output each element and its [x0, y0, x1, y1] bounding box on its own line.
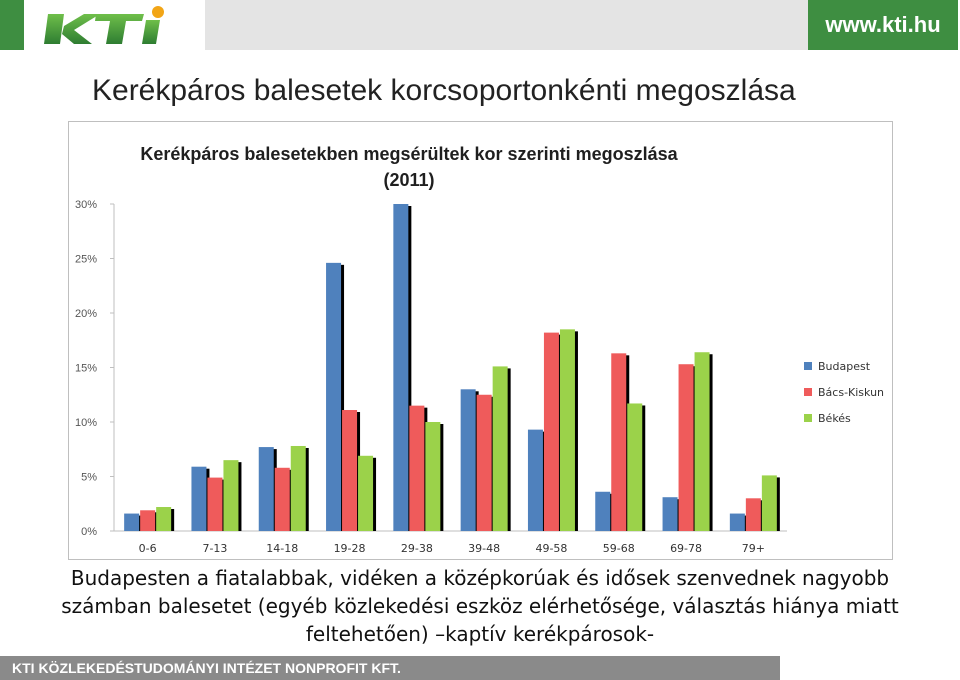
x-tick-label: 14-18 — [266, 542, 298, 555]
website-url: www.kti.hu — [808, 0, 958, 50]
bar-budapest — [124, 513, 140, 531]
y-tick-label: 10% — [75, 417, 97, 429]
bar-b-cs-kiskun — [611, 353, 627, 531]
bar-budapest — [662, 497, 678, 531]
bar-budapest — [595, 491, 611, 531]
footer-right-blank — [780, 656, 960, 680]
caption-line-1: Budapesten a fiatalabbak, vidéken a közé… — [70, 566, 890, 590]
footer-institute-name: KTI KÖZLEKEDÉSTUDOMÁNYI INTÉZET NONPROFI… — [12, 660, 401, 676]
x-tick-label: 19-28 — [334, 542, 366, 555]
y-axis: 0% 5% 10% 15% 20% 25% 30% — [75, 199, 115, 538]
x-tick-label: 29-38 — [401, 542, 433, 555]
bar-budapest — [527, 429, 543, 531]
x-tick-label: 59-68 — [603, 542, 635, 555]
bar-b-k-s — [223, 460, 239, 531]
bar-b-k-s — [290, 445, 306, 531]
banner-gray-gap — [780, 0, 808, 50]
y-tick-label: 15% — [75, 363, 97, 375]
chart-title-line-1: Kerékpáros balesetekben megsérültek kor … — [140, 144, 678, 164]
x-tick-label: 69-78 — [670, 542, 702, 555]
bar-b-cs-kiskun — [476, 394, 492, 531]
bar-b-k-s — [627, 403, 643, 531]
caption-line-2: számban balesetet (egyéb közlekedési esz… — [61, 594, 899, 618]
bar-chart: Kerékpáros balesetekben megsérültek kor … — [75, 144, 884, 555]
y-tick-label: 5% — [81, 472, 97, 484]
bar-budapest — [393, 204, 409, 531]
bar-budapest — [460, 389, 476, 531]
x-tick-label: 7-13 — [202, 542, 227, 555]
bar-b-cs-kiskun — [342, 410, 358, 531]
banner-gray-band — [205, 0, 780, 50]
bar-b-cs-kiskun — [543, 332, 559, 531]
bar-series — [124, 204, 780, 531]
legend-swatch — [804, 414, 812, 422]
bar-b-k-s — [559, 329, 575, 531]
x-tick-label: 0-6 — [139, 542, 157, 555]
y-tick-label: 0% — [81, 526, 97, 538]
legend-label: Békés — [818, 412, 851, 425]
chart-title-line-2: (2011) — [383, 170, 434, 190]
bar-budapest — [258, 447, 274, 531]
bar-b-cs-kiskun — [274, 467, 290, 531]
x-tick-label: 79+ — [742, 542, 765, 555]
kti-logo — [44, 6, 164, 44]
bar-budapest — [729, 513, 745, 531]
y-tick-label: 20% — [75, 308, 97, 320]
x-tick-label: 49-58 — [535, 542, 567, 555]
bar-b-k-s — [358, 455, 374, 531]
bar-budapest — [326, 262, 342, 531]
chart-title: Kerékpáros balesetekben megsérültek kor … — [140, 144, 678, 190]
legend: Budapest Bács-Kiskun Békés — [804, 360, 884, 425]
legend-label: Budapest — [818, 360, 871, 373]
slide-caption: Budapesten a fiatalabbak, vidéken a közé… — [20, 564, 940, 648]
bar-b-cs-kiskun — [678, 364, 694, 531]
bar-b-k-s — [156, 507, 172, 531]
y-tick-label: 30% — [75, 199, 97, 211]
caption-line-3: feltehetően) –kaptív kerékpárosok- — [305, 622, 655, 646]
bar-budapest — [191, 466, 207, 531]
y-tick-label: 25% — [75, 254, 97, 266]
bar-b-k-s — [425, 422, 441, 531]
legend-swatch — [804, 362, 812, 370]
legend-swatch — [804, 388, 812, 396]
top-banner: www.kti.hu — [0, 0, 960, 50]
bar-b-cs-kiskun — [207, 477, 223, 531]
footer-bar: KTI KÖZLEKEDÉSTUDOMÁNYI INTÉZET NONPROFI… — [0, 656, 780, 680]
slide-title: Kerékpáros balesetek korcsoportonkénti m… — [92, 74, 796, 107]
chart-frame: Kerékpáros balesetekben megsérültek kor … — [68, 121, 893, 560]
bar-b-k-s — [761, 475, 777, 531]
x-tick-label: 39-48 — [468, 542, 500, 555]
bar-b-k-s — [492, 366, 508, 531]
banner-green-strip — [0, 0, 24, 50]
bar-b-cs-kiskun — [745, 498, 761, 531]
legend-label: Bács-Kiskun — [818, 386, 884, 399]
x-axis: 0-6 7-13 14-18 19-28 29-38 39-48 49-58 59-68 69-… — [114, 530, 787, 555]
bar-b-cs-kiskun — [140, 510, 156, 531]
bar-b-k-s — [694, 352, 710, 531]
bar-b-cs-kiskun — [409, 405, 425, 531]
